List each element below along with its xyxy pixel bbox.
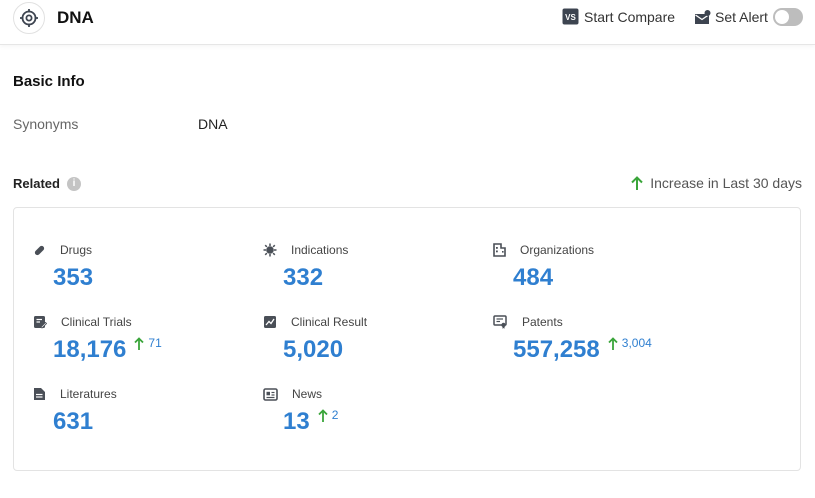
clinical-trials-label: Clinical Trials xyxy=(61,315,132,329)
related-heading: Related xyxy=(13,176,60,191)
indications-label: Indications xyxy=(291,243,348,257)
organizations-label: Organizations xyxy=(520,243,594,257)
stat-drugs[interactable]: Drugs 353 xyxy=(33,242,93,292)
organizations-count[interactable]: 484 xyxy=(513,264,553,292)
news-delta: 2 xyxy=(318,408,339,423)
synonyms-label: Synonyms xyxy=(13,116,78,132)
page-title: DNA xyxy=(57,8,94,28)
clinical-result-count[interactable]: 5,020 xyxy=(283,336,343,364)
up-arrow-icon xyxy=(318,408,332,423)
start-compare-button[interactable]: VS Start Compare xyxy=(562,8,675,25)
svg-text:VS: VS xyxy=(565,13,576,22)
newspaper-icon xyxy=(263,388,285,401)
patents-delta-value: 3,004 xyxy=(622,336,652,350)
synonyms-value: DNA xyxy=(198,116,228,132)
news-count[interactable]: 13 xyxy=(283,408,310,436)
building-icon xyxy=(493,243,513,257)
increase-note: Increase in Last 30 days xyxy=(650,175,802,191)
set-alert-toggle[interactable] xyxy=(773,8,803,26)
stat-patents[interactable]: Patents 557,258 3,004 xyxy=(493,314,652,364)
patents-delta: 3,004 xyxy=(608,336,652,351)
clinical-trials-delta-value: 71 xyxy=(148,336,161,350)
up-arrow-icon xyxy=(608,336,622,351)
stat-organizations[interactable]: Organizations 484 xyxy=(493,242,594,292)
increase-legend: Increase in Last 30 days xyxy=(631,175,802,191)
pill-icon xyxy=(33,244,53,257)
chart-report-icon xyxy=(263,315,284,329)
stat-literatures[interactable]: Literatures 631 xyxy=(33,386,117,436)
stat-clinical-trials[interactable]: Clinical Trials 18,176 71 xyxy=(33,314,162,364)
clinical-trials-count[interactable]: 18,176 xyxy=(53,336,126,364)
target-icon xyxy=(13,2,45,34)
patent-certificate-icon xyxy=(493,315,515,329)
clinical-result-label: Clinical Result xyxy=(291,315,367,329)
start-compare-label: Start Compare xyxy=(584,9,675,25)
basic-info-heading: Basic Info xyxy=(13,73,85,90)
related-heading-row: Related i xyxy=(13,176,81,191)
literatures-label: Literatures xyxy=(60,387,117,401)
virus-icon xyxy=(263,243,284,257)
patents-label: Patents xyxy=(522,315,563,329)
stat-indications[interactable]: Indications 332 xyxy=(263,242,348,292)
compare-icon: VS xyxy=(562,8,579,25)
info-icon[interactable]: i xyxy=(67,177,81,191)
drugs-count[interactable]: 353 xyxy=(53,264,93,292)
stat-clinical-result[interactable]: Clinical Result 5,020 xyxy=(263,314,367,364)
set-alert-control[interactable]: Set Alert xyxy=(694,8,803,26)
stat-news[interactable]: News 13 2 xyxy=(263,386,338,436)
literatures-count[interactable]: 631 xyxy=(53,408,93,436)
drugs-label: Drugs xyxy=(60,243,92,257)
up-arrow-icon xyxy=(134,336,148,351)
clipboard-edit-icon xyxy=(33,315,54,329)
indications-count[interactable]: 332 xyxy=(283,264,323,292)
news-delta-value: 2 xyxy=(332,408,339,422)
toggle-knob xyxy=(775,10,789,24)
top-bar: DNA VS Start Compare Set Alert xyxy=(0,0,815,45)
clinical-trials-delta: 71 xyxy=(134,336,161,351)
set-alert-label: Set Alert xyxy=(715,9,768,25)
alert-mail-icon xyxy=(694,10,711,25)
up-arrow-icon xyxy=(631,176,643,191)
document-icon xyxy=(33,387,53,401)
news-label: News xyxy=(292,387,322,401)
patents-count[interactable]: 557,258 xyxy=(513,336,600,364)
